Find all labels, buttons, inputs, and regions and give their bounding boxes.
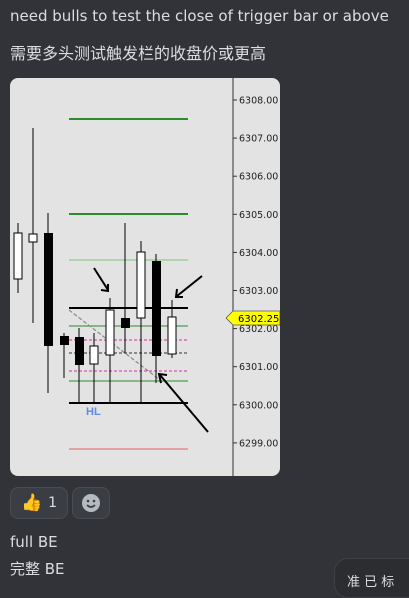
smiley-icon (81, 493, 101, 513)
candle (90, 346, 98, 364)
message-text-en: need bulls to test the close of trigger … (10, 7, 389, 25)
price-tick-label: 6308.00 (239, 96, 278, 107)
thumbs-up-icon: 👍 (21, 493, 42, 513)
arrow-icon (94, 268, 108, 291)
price-tick-label: 6299.00 (239, 438, 278, 449)
price-tick-label: 6304.00 (239, 248, 278, 259)
trigger-candle (106, 310, 114, 355)
arrow-icon (176, 276, 202, 297)
message-followup-zh: 完整 BE (10, 558, 65, 579)
candle (29, 234, 37, 242)
add-reaction-button[interactable] (72, 487, 110, 519)
floating-action-button[interactable]: 准 已 标 (334, 558, 409, 598)
price-axis-labels: 6308.00 6307.00 6306.00 6305.00 6304.00 6303.… (239, 96, 278, 477)
price-tick-label: 6301.00 (239, 362, 278, 373)
price-tick-label: 6306.00 (239, 172, 278, 183)
price-tick-label: 6307.00 (239, 134, 278, 145)
current-price-tag: 6302.25 (226, 311, 280, 325)
price-axis-ticks (233, 100, 237, 476)
candle (152, 261, 161, 356)
candle (168, 317, 176, 354)
candles (14, 128, 176, 403)
candlestick-chart: 6308.00 6307.00 6306.00 6305.00 6304.00 6303.… (10, 78, 280, 476)
candle (14, 233, 22, 279)
reaction-thumbs-up[interactable]: 👍 1 (10, 487, 68, 519)
candle (44, 233, 53, 346)
candle (137, 252, 145, 318)
price-tick-label: 6305.00 (239, 210, 278, 221)
chart-image[interactable]: 6308.00 6307.00 6306.00 6305.00 6304.00 6303.… (10, 78, 280, 476)
hl-annotation: HL (86, 406, 101, 418)
candle (121, 318, 130, 328)
message-text-zh: 需要多头测试触发栏的收盘价或更高 (10, 40, 266, 64)
price-tick-label: 6303.00 (239, 286, 278, 297)
reaction-count: 1 (48, 495, 57, 511)
price-tick-label: 6300.00 (239, 400, 278, 411)
current-price-label: 6302.25 (238, 314, 279, 325)
message-followup-en: full BE (10, 533, 58, 551)
reaction-bar: 👍 1 (10, 487, 110, 519)
candle (60, 336, 69, 345)
candle (75, 337, 84, 365)
price-tick-label: 6302.00 (239, 324, 278, 335)
